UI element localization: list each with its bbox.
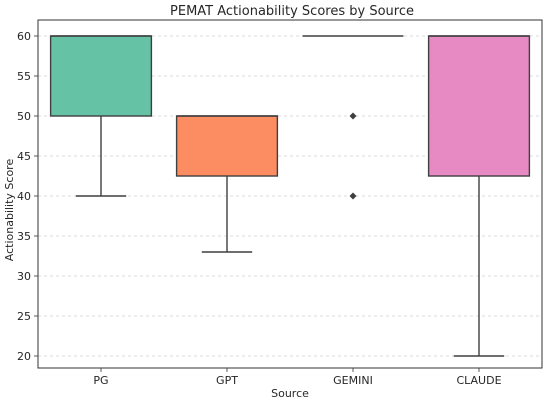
y-tick-label: 45 bbox=[17, 150, 31, 163]
plot-frame bbox=[37, 19, 543, 369]
outlier-marker bbox=[349, 192, 357, 200]
y-tick-label: 40 bbox=[17, 190, 31, 203]
box-pg bbox=[49, 35, 153, 197]
y-tick-label: 30 bbox=[17, 270, 31, 283]
chart-title: PEMAT Actionability Scores by Source bbox=[170, 4, 414, 19]
box-iqr bbox=[427, 35, 531, 177]
x-tick-label: CLAUDE bbox=[456, 374, 501, 387]
box-iqr bbox=[175, 115, 279, 177]
x-tick-label: PG bbox=[93, 374, 108, 387]
y-tick-label: 50 bbox=[17, 110, 31, 123]
outlier-marker bbox=[349, 112, 357, 120]
y-axis-label: Actionability Score bbox=[3, 159, 16, 262]
x-tick-label: GPT bbox=[216, 374, 238, 387]
y-tick-label: 55 bbox=[17, 70, 31, 83]
axes: 20 25 30 35 40 45 50 55 60 PG GPT GEMINI CLAUDE bbox=[17, 19, 543, 387]
x-tick-label: GEMINI bbox=[333, 374, 373, 387]
y-tick-label: 60 bbox=[17, 30, 31, 43]
box-iqr bbox=[49, 35, 153, 117]
y-tick-label: 25 bbox=[17, 310, 31, 323]
x-axis-label: Source bbox=[271, 387, 309, 400]
y-tick-label: 20 bbox=[17, 350, 31, 363]
box-gemini bbox=[302, 35, 404, 200]
box-gpt bbox=[175, 115, 279, 253]
y-tick-label: 35 bbox=[17, 230, 31, 243]
boxes-layer bbox=[49, 35, 531, 357]
box-claude bbox=[427, 35, 531, 357]
